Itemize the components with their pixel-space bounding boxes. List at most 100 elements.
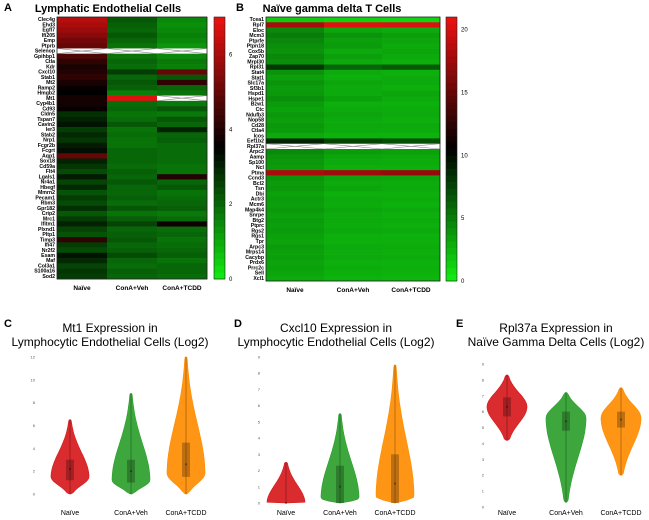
violin-e-median [505,405,509,408]
heatmap-b-cell [382,53,441,60]
heatmap-a-cell [107,205,158,212]
heatmap-a-colorbar-segment [214,95,225,103]
heatmap-b-row-label: Tpr [256,239,264,245]
heatmap-a-colorbar-segment [214,193,225,201]
heatmap-a-row-label: Gpihbp1 [34,54,55,60]
heatmap-a-cell [57,17,108,23]
violin-c-median [129,470,133,473]
heatmap-b-row-label: Rpl7 [253,23,264,29]
heatmap-b-row-label: Prdx6 [250,260,265,266]
heatmap-b-cell [382,80,441,86]
heatmap-b-row-label: Bzw1 [251,102,264,108]
heatmap-a-row-label: Timp3 [40,237,55,243]
heatmap-b-row-label: Sf3b1 [250,86,264,92]
heatmap-a-cell [157,22,208,28]
heatmap-b-cell [382,43,441,49]
heatmap-b-cell [266,212,325,218]
violin-d-category-label: ConA+TCDD [374,510,415,517]
heatmap-a-colorbar-segment [214,226,225,234]
heatmap-a-cell [157,27,208,34]
heatmap-a-row-label: Cd93 [42,106,55,112]
heatmap-b-cell [382,265,441,271]
heatmap-a-colorbar-segment [214,174,225,182]
violin-d-median [338,485,342,488]
violin-e-ytick: 3 [482,457,485,462]
heatmap-a-colorbar-segment [214,49,225,57]
panel-letter-c: C [4,318,12,330]
heatmap-a-cell [107,273,158,280]
heatmap-b-cell [266,127,325,134]
heatmap-b-colorbar-segment [446,17,457,24]
heatmap-a-cell [157,142,208,149]
heatmap-b-cell [382,228,441,234]
heatmap-a-cell [157,216,208,222]
heatmap-a-cell [157,200,208,206]
heatmap-a-colorbar-segment [214,43,225,51]
heatmap-a-cell [57,268,108,275]
heatmap-b-cell [324,122,383,129]
violin-e-category-label: Naïve [498,510,516,517]
heatmap-b-cell [382,22,441,28]
heatmap-b-colorbar-segment [446,102,457,110]
heatmap-a-cell [157,100,208,107]
heatmap-b-row-label: Hspd1 [248,91,264,97]
heatmap-b-row-label: Rgs2 [251,228,264,234]
heatmap-a-cell [107,85,158,91]
heatmap-a-colorbar-segment [214,36,225,44]
heatmap-b-cell [324,154,383,160]
heatmap-b-colorbar-segment [446,89,457,97]
heatmap-b-cell [324,69,383,76]
violin-c-body [111,393,151,495]
heatmap-b-col-label: ConA+TCDD [391,287,430,294]
heatmap-b-cell [266,53,325,60]
heatmap-b-cell [324,170,383,176]
heatmap-b-row-label: Ctc [256,107,264,113]
violin-d: 0 1 2 3 4 5 6 7 8 9 Naïve ConA+Veh ConA+TCDD [258,355,416,518]
heatmap-b-cell [266,112,325,118]
heatmap-b-cell [324,249,383,255]
heatmap-a-cell [157,231,208,238]
violin-d-body [266,462,306,504]
heatmap-b-cell [324,43,383,49]
heatmap-a-cell [57,53,108,60]
heatmap-a-row-label: Sod2 [42,274,55,280]
heatmap-a-cell [107,69,158,75]
heatmap-b-cell-cross [323,143,383,150]
heatmap-b-cell [382,207,441,213]
heatmap-b-colorbar-segment [446,36,457,44]
heatmap-b-colorbar-segment [446,248,457,255]
heatmap-b-cell-cross [381,143,441,150]
heatmap-a-cell [157,121,208,128]
heatmap-a-cell [107,174,158,180]
heatmap-a-cell [57,79,108,86]
heatmap-a-colorbar-segment [214,161,225,169]
heatmap-a-cell [157,189,208,196]
heatmap-a-cell [107,263,158,269]
heatmap-b-row-label: Rpl37a [247,144,264,150]
heatmap-a-cell [107,179,158,185]
heatmap-a-colorbar-segment [214,56,225,64]
violin-c-box [127,459,135,483]
heatmap-a-cell [157,168,208,175]
heatmap-b-row-label: Ndufb3 [246,112,264,118]
heatmap-b-cell [324,80,383,86]
heatmap-a-colorbar-segment [214,62,225,70]
heatmap-a-cell [57,85,108,91]
violin-d-box [336,465,344,503]
heatmap-a-cell [57,132,108,138]
heatmap-a-cell [107,100,158,107]
heatmap-b-row-label: Tcea1 [250,17,264,23]
heatmap-a-row-label: Stab1 [41,75,55,81]
heatmap-a-cell [107,32,158,39]
heatmap-b-colorbar-segment [446,109,457,117]
heatmap-b-cell [382,196,441,203]
heatmap-a-cell [157,127,208,133]
heatmap-a-cell [107,148,158,154]
heatmap-a-cell [157,137,208,144]
heatmap-b-cell [266,201,325,208]
heatmap-a-cell [107,90,158,96]
heatmap-a-title: Lymphatic Endothelial Cells [35,3,181,15]
heatmap-a-cell [57,90,108,96]
heatmap-b-cell [324,127,383,134]
heatmap-a-cell [57,252,108,259]
